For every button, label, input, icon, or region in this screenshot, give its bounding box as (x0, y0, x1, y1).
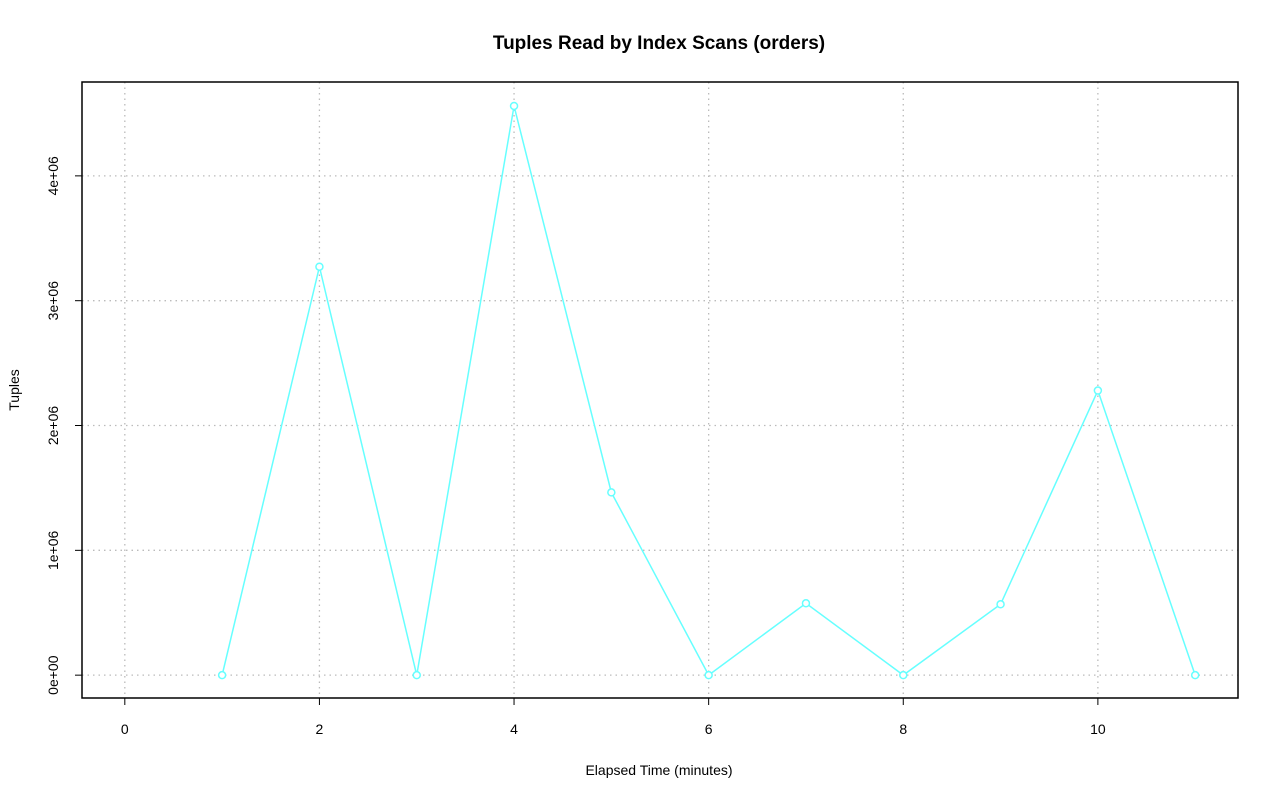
y-tick-label: 4e+06 (45, 156, 61, 196)
point (996, 600, 1005, 609)
x-tick-label: 8 (899, 721, 907, 737)
x-axis-label: Elapsed Time (minutes) (585, 762, 732, 778)
point (412, 670, 421, 680)
x-tick-label: 6 (705, 721, 713, 737)
x-tick-label: 10 (1090, 721, 1106, 737)
point (315, 262, 324, 271)
point (217, 670, 227, 680)
y-axis-label: Tuples (6, 369, 22, 411)
y-tick-label: 1e+06 (45, 530, 61, 570)
chart-title: Tuples Read by Index Scans (orders) (493, 33, 825, 54)
point (704, 670, 713, 680)
y-tick-label: 0e+00 (45, 655, 61, 695)
plot-frame (81, 81, 1239, 699)
point (1190, 670, 1200, 680)
point (607, 488, 616, 497)
y-tick-label: 2e+06 (45, 406, 61, 446)
x-tick-label: 2 (316, 721, 324, 737)
point (509, 101, 519, 111)
point (801, 599, 811, 608)
point (1093, 386, 1103, 395)
y-tick-label: 3e+06 (45, 281, 61, 321)
x-tick-label: 0 (121, 721, 129, 737)
point (899, 670, 908, 680)
x-tick-label: 4 (510, 721, 518, 737)
